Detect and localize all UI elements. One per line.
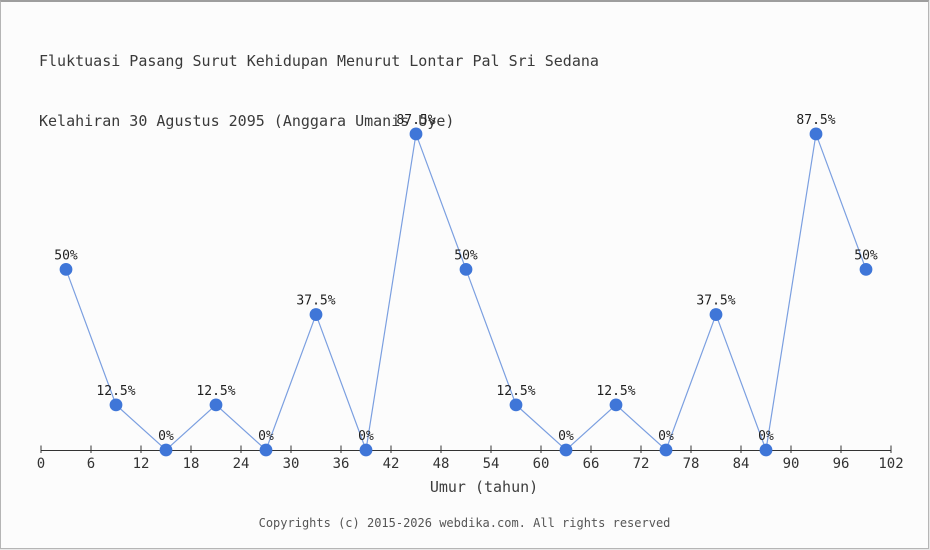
x-tick-label: 24 [233, 456, 250, 472]
data-point [209, 398, 223, 412]
data-point [409, 127, 423, 141]
x-tick-label: 42 [383, 456, 400, 472]
data-point-label: 50% [54, 248, 78, 263]
data-point [809, 127, 823, 141]
data-point-label: 50% [854, 248, 878, 263]
data-point-label: 12.5% [196, 384, 235, 399]
data-point-label: 0% [258, 429, 274, 444]
x-tick-label: 18 [183, 456, 200, 472]
data-point-label: 0% [558, 429, 574, 444]
x-tick-label: 0 [37, 456, 45, 472]
x-tick-label: 72 [633, 456, 650, 472]
data-point-label: 50% [454, 248, 478, 263]
chart-title-line1: Fluktuasi Pasang Surut Kehidupan Menurut… [39, 52, 599, 70]
data-point-label: 87.5% [396, 113, 435, 128]
x-tick-label: 84 [733, 456, 750, 472]
chart-title-line2: Kelahiran 30 Agustus 2095 (Anggara Umani… [39, 112, 455, 130]
x-axis-title: Umur (tahun) [429, 478, 539, 496]
data-point [759, 443, 773, 457]
copyright-footer: Copyrights (c) 2015-2026 webdika.com. Al… [258, 516, 671, 530]
x-tick-label: 36 [333, 456, 350, 472]
x-tick-label: 78 [683, 456, 700, 472]
data-point-label: 0% [658, 429, 674, 444]
data-point-label: 0% [358, 429, 374, 444]
data-point-label: 0% [758, 429, 774, 444]
x-tick-label: 6 [87, 456, 95, 472]
x-tick-label: 12 [133, 456, 150, 472]
x-tick-label: 90 [783, 456, 800, 472]
data-point-label: 12.5% [96, 384, 135, 399]
data-point [259, 443, 273, 457]
x-tick-label: 54 [483, 456, 500, 472]
chart-title: Fluktuasi Pasang Surut Kehidupan Menurut… [39, 11, 599, 171]
data-point-label: 12.5% [596, 384, 635, 399]
data-point [709, 308, 723, 321]
data-point-label: 0% [158, 429, 174, 444]
data-point [559, 443, 573, 457]
data-point [459, 263, 473, 276]
series-line [65, 131, 867, 453]
data-point [359, 443, 373, 457]
data-point-label: 37.5% [296, 294, 335, 309]
data-point-label: 37.5% [696, 294, 735, 309]
x-tick-label: 102 [878, 456, 903, 472]
data-point-label: 12.5% [496, 384, 535, 399]
data-point-label: 87.5% [796, 113, 835, 128]
data-point [159, 443, 173, 457]
data-point [859, 263, 873, 276]
data-point [659, 443, 673, 457]
data-point [309, 308, 323, 321]
data-point [609, 398, 623, 412]
x-tick-label: 60 [533, 456, 550, 472]
x-tick-label: 30 [283, 456, 300, 472]
x-tick-label: 96 [833, 456, 850, 472]
data-point [509, 398, 523, 412]
x-tick-label: 66 [583, 456, 600, 472]
data-point [109, 398, 123, 412]
x-tick-label: 48 [433, 456, 450, 472]
data-point [59, 263, 73, 276]
